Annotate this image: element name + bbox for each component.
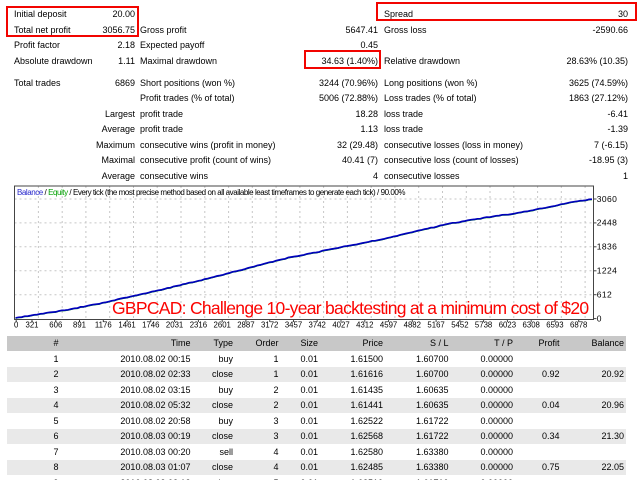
svg-text:4597: 4597 bbox=[380, 321, 397, 330]
svg-text:3742: 3742 bbox=[309, 321, 326, 330]
svg-text:5738: 5738 bbox=[475, 321, 492, 330]
svg-text:6023: 6023 bbox=[499, 321, 516, 330]
svg-text:5452: 5452 bbox=[451, 321, 468, 330]
svg-text:321: 321 bbox=[25, 321, 38, 330]
svg-text:2448: 2448 bbox=[597, 218, 618, 228]
svg-text:6878: 6878 bbox=[570, 321, 587, 330]
svg-text:3172: 3172 bbox=[261, 321, 278, 330]
svg-text:4882: 4882 bbox=[404, 321, 421, 330]
svg-text:4027: 4027 bbox=[332, 321, 349, 330]
svg-text:1176: 1176 bbox=[95, 321, 112, 330]
svg-text:0: 0 bbox=[597, 313, 602, 323]
svg-text:2316: 2316 bbox=[190, 321, 207, 330]
svg-text:2887: 2887 bbox=[237, 321, 254, 330]
svg-text:5167: 5167 bbox=[427, 321, 444, 330]
svg-text:606: 606 bbox=[49, 321, 62, 330]
svg-text:612: 612 bbox=[597, 290, 612, 300]
svg-text:2601: 2601 bbox=[214, 321, 231, 330]
svg-text:4312: 4312 bbox=[356, 321, 373, 330]
svg-text:1224: 1224 bbox=[597, 266, 618, 276]
svg-text:0: 0 bbox=[14, 321, 19, 330]
svg-text:2031: 2031 bbox=[166, 321, 183, 330]
svg-text:1461: 1461 bbox=[118, 321, 135, 330]
svg-text:1746: 1746 bbox=[142, 321, 159, 330]
svg-text:3457: 3457 bbox=[285, 321, 302, 330]
svg-text:1836: 1836 bbox=[597, 242, 618, 252]
svg-text:3060: 3060 bbox=[597, 194, 618, 204]
svg-text:6593: 6593 bbox=[546, 321, 563, 330]
svg-text:6308: 6308 bbox=[523, 321, 540, 330]
svg-text:891: 891 bbox=[73, 321, 86, 330]
